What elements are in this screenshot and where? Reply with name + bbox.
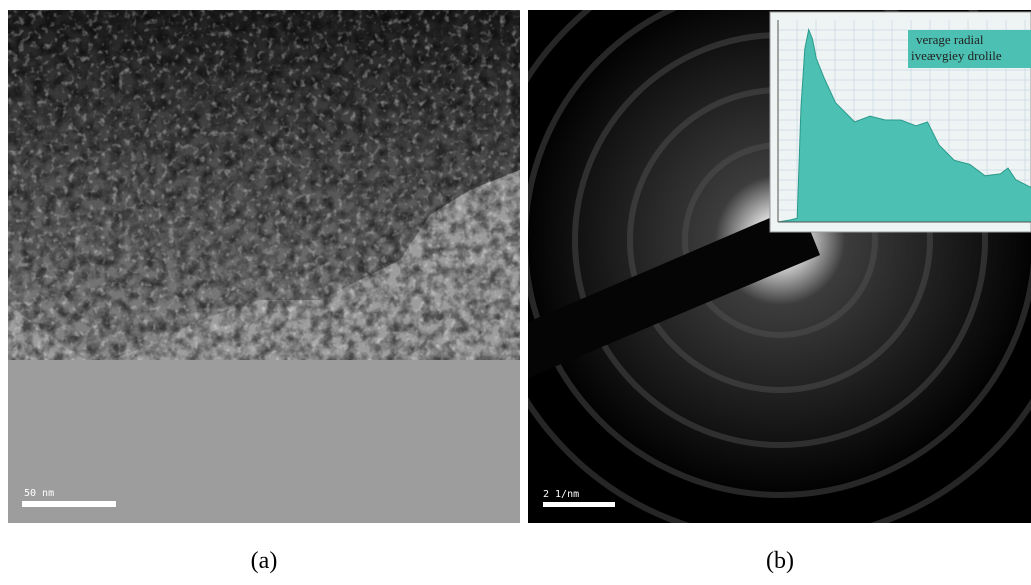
panel-a-image bbox=[8, 10, 520, 523]
inset-title: iveævgiey drolile bbox=[911, 48, 1002, 63]
scale-bar-label: 2 1/nm bbox=[543, 489, 579, 500]
panel-label: (b) bbox=[766, 548, 794, 574]
panel-label: (a) bbox=[251, 548, 278, 574]
inset-title: verage radial bbox=[916, 32, 984, 47]
scale-bar-label: 50 nm bbox=[24, 488, 54, 499]
inset-chart: verage radial iveævgiey drolile bbox=[770, 12, 1031, 232]
figure: 50 nm 2 1/nm verage radial iveævgiey dro… bbox=[0, 0, 1031, 585]
